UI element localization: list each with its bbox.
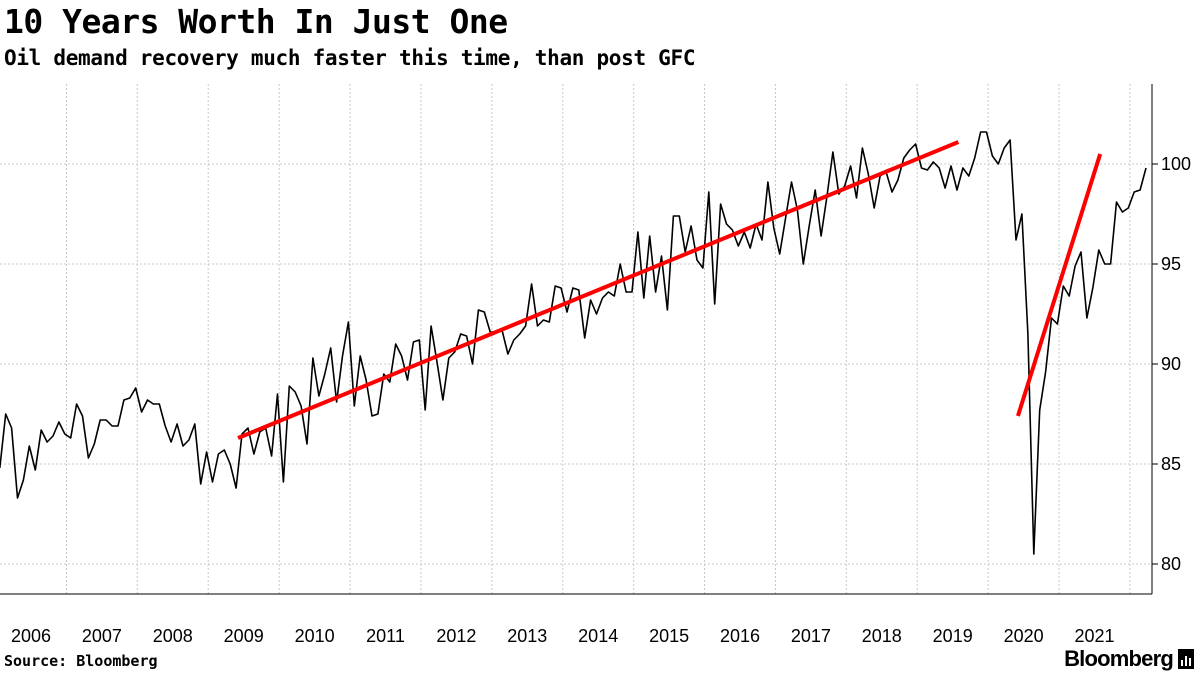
y-tick-label: 100 [1161, 154, 1191, 174]
y-tick-label: 85 [1161, 454, 1181, 474]
y-tick-label: 80 [1161, 554, 1181, 574]
x-tick-label: 2020 [1004, 626, 1044, 646]
x-tick-label: 2019 [933, 626, 973, 646]
chart-title: 10 Years Worth In Just One [4, 2, 508, 41]
x-tick-label: 2016 [720, 626, 760, 646]
trend-line-post-gfc [237, 140, 960, 440]
source-note: Source: Bloomberg [4, 652, 158, 670]
x-tick-label: 2015 [649, 626, 689, 646]
x-tick-label: 2017 [791, 626, 831, 646]
bloomberg-logo: Bloomberg [1064, 646, 1194, 672]
x-tick-label: 2013 [507, 626, 547, 646]
bloomberg-terminal-icon [1178, 649, 1194, 669]
x-tick-label: 2021 [1074, 626, 1114, 646]
x-tick-label: 2006 [11, 626, 51, 646]
x-tick-label: 2018 [862, 626, 902, 646]
chart-subtitle: Oil demand recovery much faster this tim… [4, 46, 696, 70]
y-tick-label: 95 [1161, 254, 1181, 274]
x-tick-label: 2007 [82, 626, 122, 646]
logo-text: Bloomberg [1064, 646, 1174, 671]
series-line [0, 131, 1147, 555]
x-tick-label: 2014 [578, 626, 618, 646]
trend-line-covid-recovery [1016, 153, 1103, 417]
x-tick-label: 2008 [153, 626, 193, 646]
x-tick-label: 2009 [224, 626, 264, 646]
x-tick-label: 2011 [366, 626, 405, 646]
y-tick-label: 90 [1161, 354, 1181, 374]
x-tick-label: 2010 [295, 626, 335, 646]
x-tick-label: 2012 [436, 626, 476, 646]
